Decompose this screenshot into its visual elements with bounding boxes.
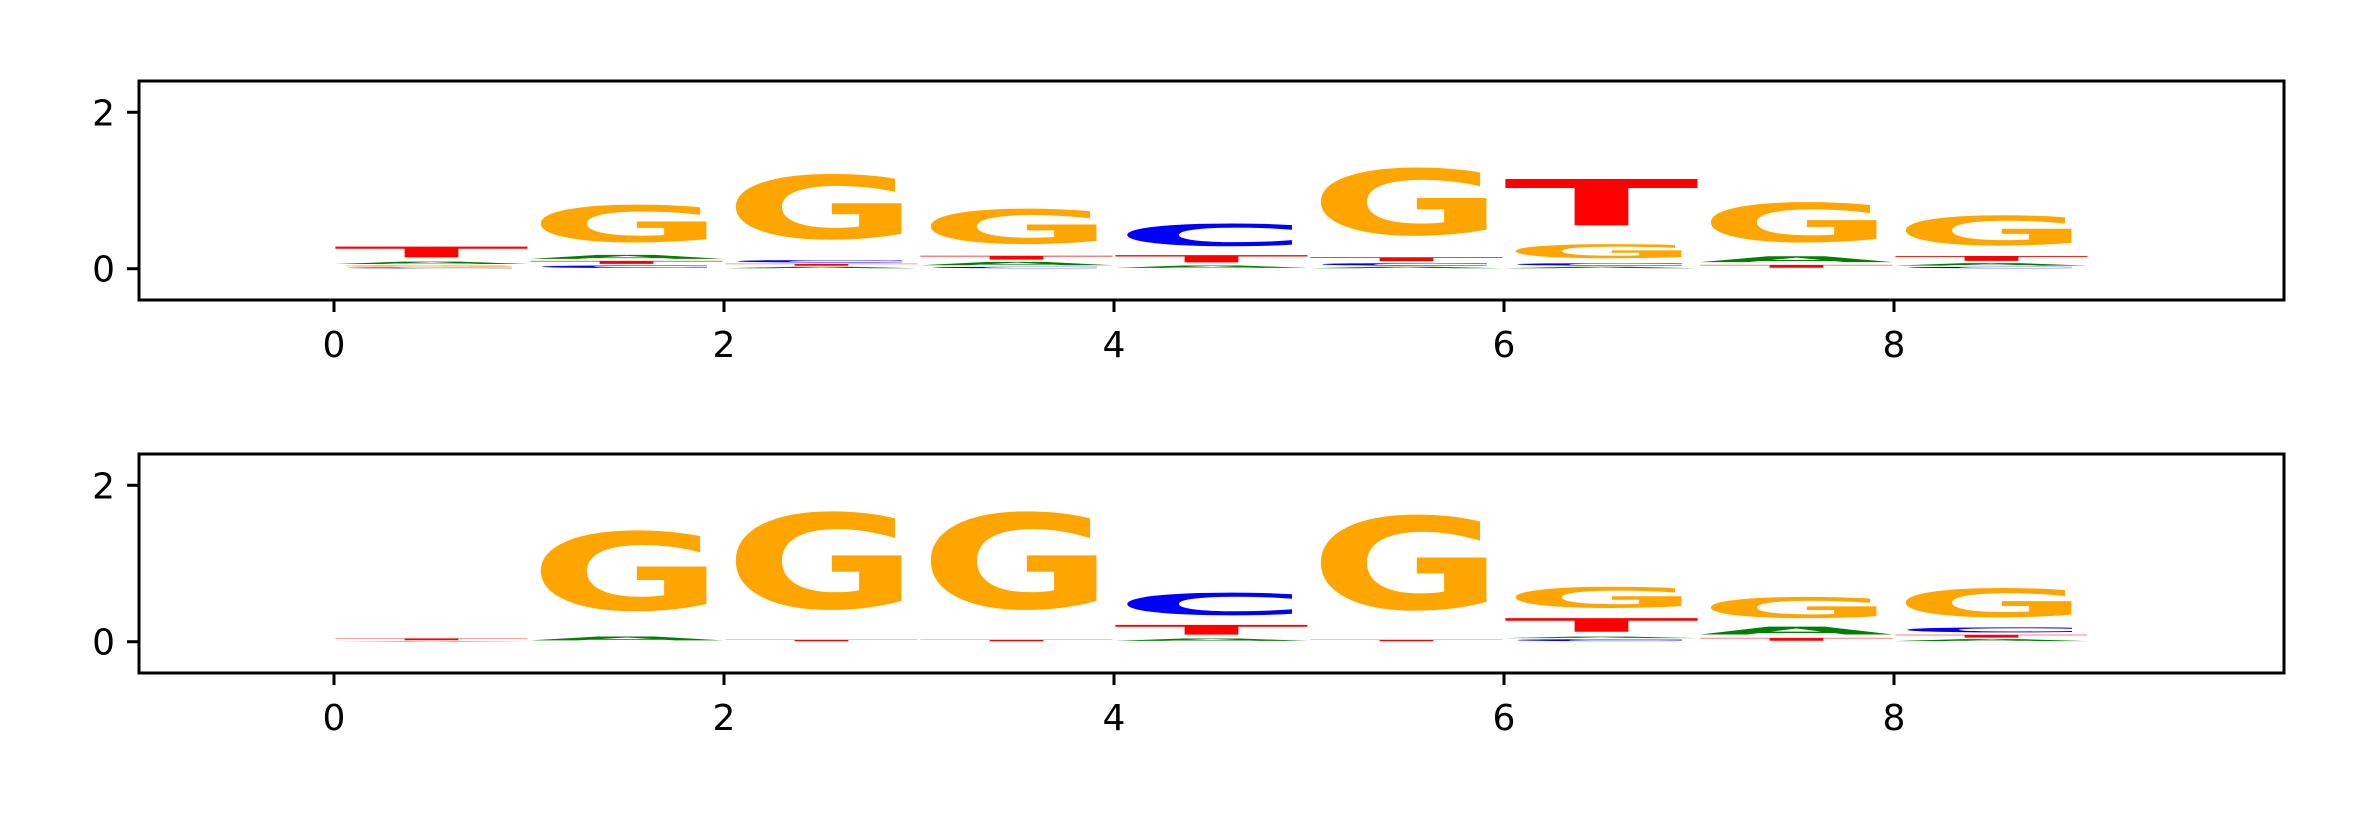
- logo-letter-g: G: [1309, 151, 1504, 256]
- logo-letter-c: C: [1504, 639, 1699, 642]
- logo-letter-g: G: [529, 196, 724, 254]
- logo-letter-a: A: [1699, 255, 1894, 264]
- logo-letter-g: G: [724, 488, 919, 640]
- logo-letter-t: T: [1309, 639, 1504, 641]
- logo-letter-g: G: [919, 200, 1114, 254]
- logo-letter-c: C: [1114, 218, 1309, 253]
- y-tick-label: 2: [92, 93, 115, 134]
- logo-letter-g: G: [1894, 208, 2089, 255]
- y-tick-label: 0: [92, 623, 115, 664]
- logo-letter-c: C: [1309, 262, 1504, 266]
- y-tick-label: 2: [92, 466, 115, 507]
- logo-letter-c: C: [724, 259, 919, 263]
- logo-letter-a: A: [919, 261, 1114, 266]
- logo-letter-t: T: [1114, 253, 1309, 265]
- logo-letter-a: A: [1894, 262, 2089, 266]
- logo-letter-a: A: [1114, 265, 1309, 269]
- logo-letter-c: C: [334, 267, 529, 269]
- x-tick-label: 2: [713, 698, 736, 739]
- x-tick-label: 0: [323, 325, 346, 366]
- logo-letter-t: T: [1894, 255, 2089, 263]
- logo-letter-a: A: [334, 641, 529, 642]
- logo-letter-g: G: [1699, 592, 1894, 625]
- x-tick-label: 6: [1493, 325, 1516, 366]
- logo-letter-t: T: [529, 260, 724, 265]
- logo-letter-a: A: [529, 636, 724, 642]
- logo-letter-a: A: [1504, 636, 1699, 638]
- logo-letter-c: C: [919, 266, 1114, 268]
- x-tick-label: 4: [1103, 325, 1126, 366]
- logo-letter-t: T: [1504, 614, 1699, 636]
- logo-letter-t: T: [334, 244, 529, 261]
- logo-letter-a: A: [1309, 266, 1504, 268]
- logo-letter-t: T: [919, 639, 1114, 641]
- logo-letter-t: T: [1894, 634, 2089, 639]
- logo-letter-a: A: [1699, 625, 1894, 637]
- logo-letter-c: C: [1894, 626, 2089, 634]
- logo-letter-t: T: [919, 255, 1114, 261]
- logo-letter-t: T: [1699, 637, 1894, 642]
- logo-letter-t: T: [724, 263, 919, 266]
- logo-letter-g: G: [1894, 581, 2089, 626]
- logo-letter-a: A: [1114, 638, 1309, 642]
- logo-letter-a: A: [1894, 639, 2089, 642]
- y-tick-label: 0: [92, 250, 115, 291]
- axes-frame: [137, 452, 2286, 675]
- logo-letter-c: C: [529, 265, 724, 269]
- logo-letter-g: G: [919, 488, 1114, 640]
- x-tick-label: 8: [1883, 325, 1906, 366]
- logo-letter-g: G: [1309, 491, 1504, 639]
- logo-letter-g: G: [724, 158, 919, 259]
- axes-frame: [137, 79, 2286, 302]
- logo-letter-g: G: [529, 511, 724, 635]
- logo-letter-g: G: [1504, 241, 1699, 263]
- logo-letter-g: G: [1504, 582, 1699, 615]
- logo-letter-t: T: [334, 638, 529, 641]
- x-tick-label: 8: [1883, 698, 1906, 739]
- logo-letter-a: A: [529, 254, 724, 260]
- logo-letter-c: C: [1894, 266, 2089, 268]
- logo-letter-t: T: [1309, 256, 1504, 262]
- logo-letter-g: G: [1699, 192, 1894, 254]
- logo-letter-a: A: [724, 266, 919, 268]
- x-tick-label: 2: [713, 325, 736, 366]
- logo-letter-t: T: [1699, 264, 1894, 269]
- logo-letter-t: T: [1114, 622, 1309, 638]
- logo-letter-t: T: [1504, 166, 1699, 240]
- logo-letter-t: T: [724, 639, 919, 641]
- logo-letter-g: G: [334, 265, 529, 267]
- x-tick-label: 6: [1493, 698, 1516, 739]
- logo-letter-a: A: [334, 261, 529, 265]
- logo-letter-c: C: [1114, 587, 1309, 622]
- x-tick-label: 0: [323, 698, 346, 739]
- logo-letter-a: A: [1504, 266, 1699, 268]
- logo-letter-c: C: [1504, 262, 1699, 266]
- x-tick-label: 4: [1103, 698, 1126, 739]
